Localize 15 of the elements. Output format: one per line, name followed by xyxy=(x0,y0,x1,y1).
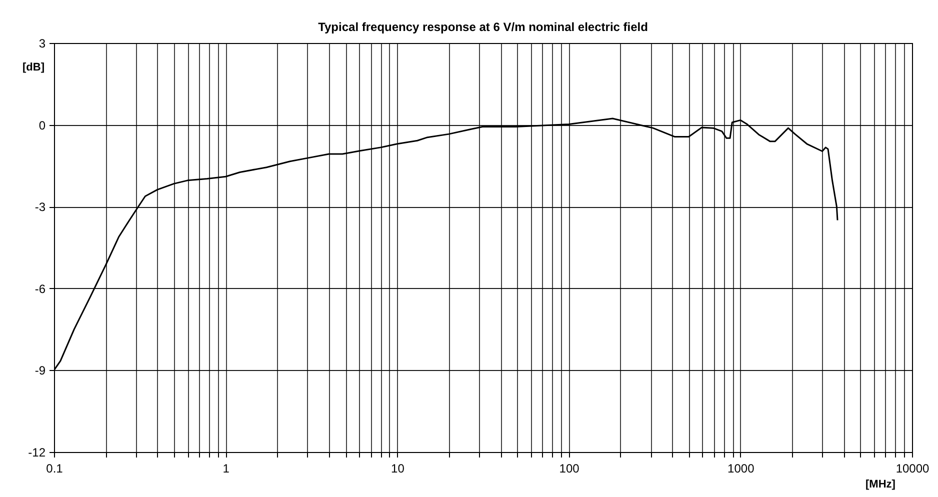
y-tick-label: -12 xyxy=(28,446,46,460)
x-tick-label: 1 xyxy=(222,462,230,476)
y-tick-label: 0 xyxy=(38,118,46,132)
y-axis-title: [dB] xyxy=(22,62,45,74)
x-tick-label: 0.1 xyxy=(46,462,64,476)
x-tick-label: 1000 xyxy=(728,462,755,476)
x-axis-title: [MHz] xyxy=(866,478,896,490)
x-tick-label: 10000 xyxy=(896,462,930,476)
x-tick-label: 100 xyxy=(559,462,580,476)
y-tick-label: -6 xyxy=(34,282,46,296)
chart-title: Typical frequency response at 6 V/m nominal electric field xyxy=(318,20,648,34)
y-tick-label: 3 xyxy=(38,36,46,50)
y-tick-label: -9 xyxy=(34,364,46,378)
x-tick-label: 10 xyxy=(391,462,405,476)
y-tick-label: -3 xyxy=(34,200,46,214)
